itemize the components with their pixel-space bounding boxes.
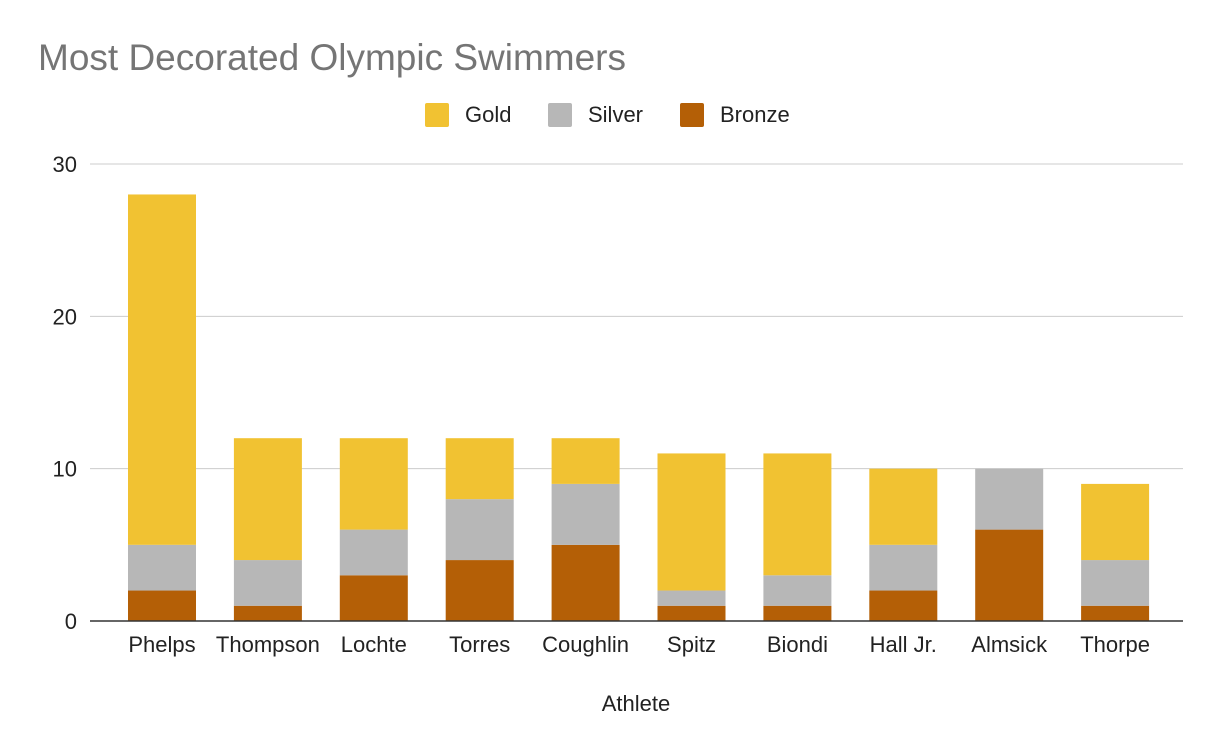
bar-silver-thorpe — [1081, 560, 1150, 606]
bar-bronze-thompson — [233, 605, 302, 621]
bar-bronze-thorpe — [1081, 605, 1150, 621]
legend-swatch-bronze — [680, 103, 704, 127]
bar-gold-thompson — [233, 438, 302, 561]
bar-gold-biondi — [763, 453, 832, 576]
x-axis-title: Athlete — [602, 691, 671, 716]
bar-silver-spitz — [657, 590, 726, 606]
bar-silver-phelps — [128, 544, 196, 591]
bar-gold-hall-jr- — [869, 468, 938, 545]
x-tick-label: Phelps — [128, 632, 195, 657]
bar-gold-coughlin — [551, 438, 620, 484]
bar-bronze-phelps — [128, 590, 196, 621]
bars — [128, 194, 1150, 621]
x-axis-ticks: Phelps Thompson Lochte Torres Coughlin Spitz B… — [128, 632, 1150, 657]
bar-gold-phelps — [128, 194, 196, 545]
bar-silver-hall-jr- — [869, 544, 938, 591]
bar-silver-coughlin — [551, 483, 620, 545]
legend-swatch-silver — [548, 103, 572, 127]
bar-silver-lochte — [339, 529, 408, 576]
y-axis-ticks: 0 10 20 30 — [53, 152, 77, 634]
bar-bronze-lochte — [339, 575, 408, 621]
x-tick-label: Thompson — [216, 632, 320, 657]
x-tick-label: Torres — [449, 632, 510, 657]
y-tick-label: 0 — [65, 609, 77, 634]
bar-silver-torres — [445, 499, 514, 561]
bar-silver-almsick — [975, 468, 1044, 530]
x-tick-label: Coughlin — [542, 632, 629, 657]
bar-silver-thompson — [233, 560, 302, 606]
legend-label-silver: Silver — [588, 102, 643, 127]
x-tick-label: Biondi — [767, 632, 828, 657]
y-tick-label: 10 — [53, 457, 77, 482]
bar-bronze-almsick — [975, 529, 1044, 621]
bar-bronze-biondi — [763, 605, 832, 621]
legend-swatch-gold — [425, 103, 449, 127]
bar-gold-torres — [445, 438, 514, 500]
bar-bronze-spitz — [657, 605, 726, 621]
bar-gold-spitz — [657, 453, 726, 591]
x-tick-label: Hall Jr. — [870, 632, 937, 657]
bar-bronze-hall-jr- — [869, 590, 938, 621]
y-tick-label: 30 — [53, 152, 77, 177]
bar-bronze-coughlin — [551, 544, 620, 621]
legend: Gold Silver Bronze — [425, 102, 790, 127]
y-tick-label: 20 — [53, 304, 77, 329]
x-tick-label: Lochte — [341, 632, 407, 657]
gridlines — [90, 163, 1183, 470]
x-tick-label: Almsick — [971, 632, 1048, 657]
legend-label-bronze: Bronze — [720, 102, 790, 127]
bar-silver-biondi — [763, 575, 832, 606]
legend-label-gold: Gold — [465, 102, 511, 127]
bar-gold-thorpe — [1081, 483, 1150, 561]
x-tick-label: Thorpe — [1080, 632, 1150, 657]
x-tick-label: Spitz — [667, 632, 716, 657]
chart-title: Most Decorated Olympic Swimmers — [38, 37, 626, 78]
bar-bronze-torres — [445, 560, 514, 621]
bar-gold-lochte — [339, 438, 408, 530]
